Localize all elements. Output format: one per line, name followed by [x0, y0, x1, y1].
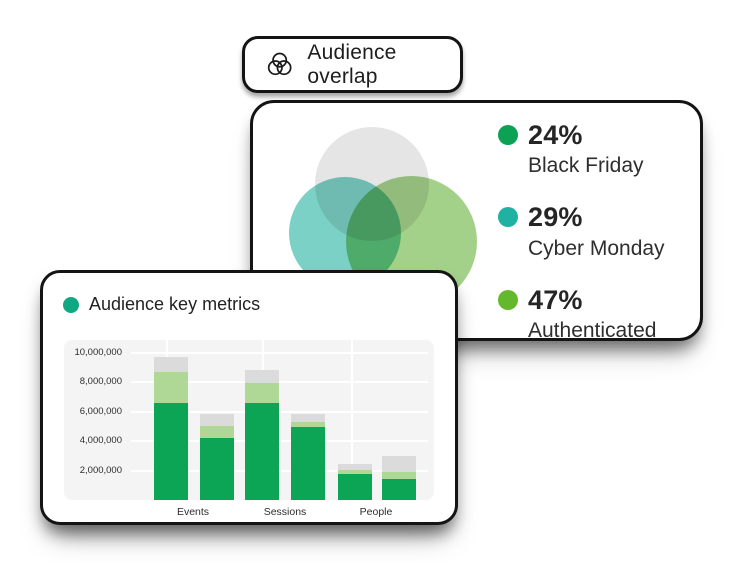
bar-segment-secondary-segment [291, 421, 325, 427]
bar-segment-secondary-segment [245, 383, 279, 403]
y-axis-tick-label: 10,000,000 [74, 346, 122, 358]
bar-segment-tertiary-segment [291, 414, 325, 422]
x-axis-category-label: People [359, 506, 393, 518]
bar-segment-tertiary-segment [154, 356, 188, 373]
horizontal-gridline [131, 440, 428, 442]
stat-value: 24% [528, 120, 583, 150]
y-axis-tick-label: 2,000,000 [79, 464, 122, 476]
bar-segment-primary-segment [382, 479, 416, 500]
bar-segment-secondary-segment [200, 426, 234, 439]
bar-segment-tertiary-segment [245, 370, 279, 384]
bar-segment-primary-segment [338, 474, 372, 500]
bar-segment-secondary-segment [154, 372, 188, 403]
x-axis-category-label: Events [176, 506, 210, 518]
horizontal-gridline [131, 469, 428, 472]
stat-text: 24% Black Friday [528, 120, 644, 178]
bar-segment-primary-segment [245, 402, 279, 500]
chart-legend: Audience key metrics [63, 294, 260, 315]
stat-text: 29% Cyber Monday [528, 202, 665, 260]
stacked-bar [338, 463, 372, 500]
audience-key-metrics-card: Audience key metrics 2,000,000 4,000,000 6… [40, 270, 458, 525]
y-axis-tick-label: 4,000,000 [79, 435, 122, 446]
bar-segment-primary-segment [154, 402, 188, 500]
stat-dot-authenticated [498, 289, 518, 310]
bar-segment-primary-segment [200, 438, 234, 500]
bar-segment-primary-segment [291, 427, 325, 500]
bar-segment-secondary-segment [382, 471, 416, 480]
audience-overlap-badge: Audience overlap [242, 36, 463, 93]
stat-value: 29% [528, 202, 583, 233]
stat-label: Authenticated [528, 319, 657, 341]
bar-segment-secondary-segment [338, 469, 372, 475]
x-axis-category-label: Sessions [263, 506, 307, 518]
stat-cyber-monday: 29% Cyber Monday [498, 202, 665, 260]
legend-dot [63, 296, 79, 313]
stat-dot-black-friday [498, 125, 518, 145]
stat-label: Cyber Monday [528, 236, 665, 260]
chart-plot: 2,000,000 4,000,000 6,000,000 8,000,000 10,0… [64, 340, 434, 518]
stacked-bar [382, 455, 416, 500]
horizontal-gridline [131, 351, 428, 354]
stat-black-friday: 24% Black Friday [498, 120, 665, 178]
bar-segment-tertiary-segment [200, 414, 234, 427]
horizontal-gridline [131, 410, 428, 413]
y-axis-tick-label: 8,000,000 [79, 376, 122, 387]
bar-segment-tertiary-segment [338, 463, 372, 470]
legend-label: Audience key metrics [89, 294, 261, 314]
venn-overlap-icon [267, 52, 292, 76]
overlap-stats-list: 24% Black Friday 29% Cyber Monday 47% Au… [498, 120, 665, 341]
stat-text: 47% Authenticated [528, 284, 657, 341]
stat-value: 47% [528, 284, 583, 315]
horizontal-gridline [131, 381, 428, 383]
stacked-bar [245, 370, 279, 500]
y-axis-tick-label: 6,000,000 [79, 405, 122, 417]
stat-dot-cyber-monday [498, 207, 518, 228]
stat-authenticated: 47% Authenticated [498, 284, 665, 341]
stacked-bar [154, 356, 188, 500]
vertical-gridline [351, 340, 353, 500]
badge-label: Audience overlap [307, 40, 397, 88]
bar-segment-tertiary-segment [382, 455, 416, 472]
stat-label: Black Friday [528, 154, 644, 178]
stacked-bar [200, 414, 234, 500]
stacked-bar [291, 414, 325, 500]
